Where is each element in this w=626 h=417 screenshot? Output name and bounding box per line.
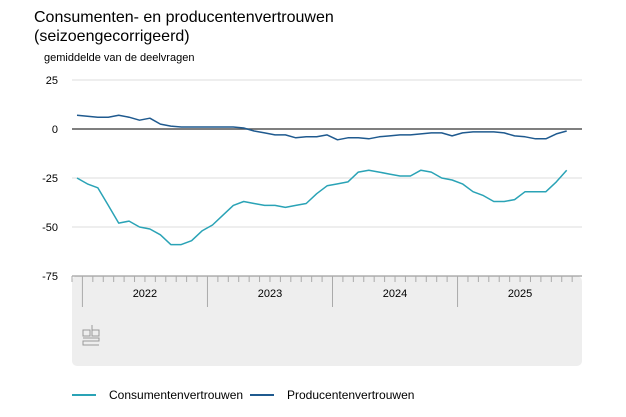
consumer-series-line [76, 169, 568, 246]
cbs-logo [82, 325, 100, 346]
legend-item-consumer: Consumentenvertrouwen [72, 388, 243, 402]
x-tick-label: 2023 [258, 288, 282, 300]
x-axis-panel [72, 276, 582, 366]
legend-label: Consumentenvertrouwen [109, 388, 244, 402]
legend-label: Producentenvertrouwen [287, 388, 415, 402]
y-tick-label: -25 [42, 173, 58, 185]
x-tick-label: 2024 [383, 288, 407, 300]
producer-series-line [76, 114, 567, 141]
x-tick-label: 2022 [133, 288, 157, 300]
legend-swatch-consumer [72, 394, 96, 396]
y-tick-label: -50 [42, 222, 58, 234]
x-tick-label: 2025 [508, 288, 532, 300]
y-tick-label: 25 [46, 75, 58, 87]
y-tick-label: 0 [52, 124, 58, 136]
chart-title: Consumenten- en producentenvertrouwen (s… [34, 8, 334, 46]
chart-title-line1: Consumenten- en producentenvertrouwen [34, 9, 334, 26]
y-tick-label: -75 [42, 271, 58, 283]
legend-swatch-producer [250, 394, 274, 396]
chart-title-line2: (seizoengecorrigeerd) [34, 28, 190, 45]
legend-item-producer: Producentenvertrouwen [250, 388, 414, 402]
y-axis-unit-label: gemiddelde van de deelvragen [44, 52, 195, 64]
